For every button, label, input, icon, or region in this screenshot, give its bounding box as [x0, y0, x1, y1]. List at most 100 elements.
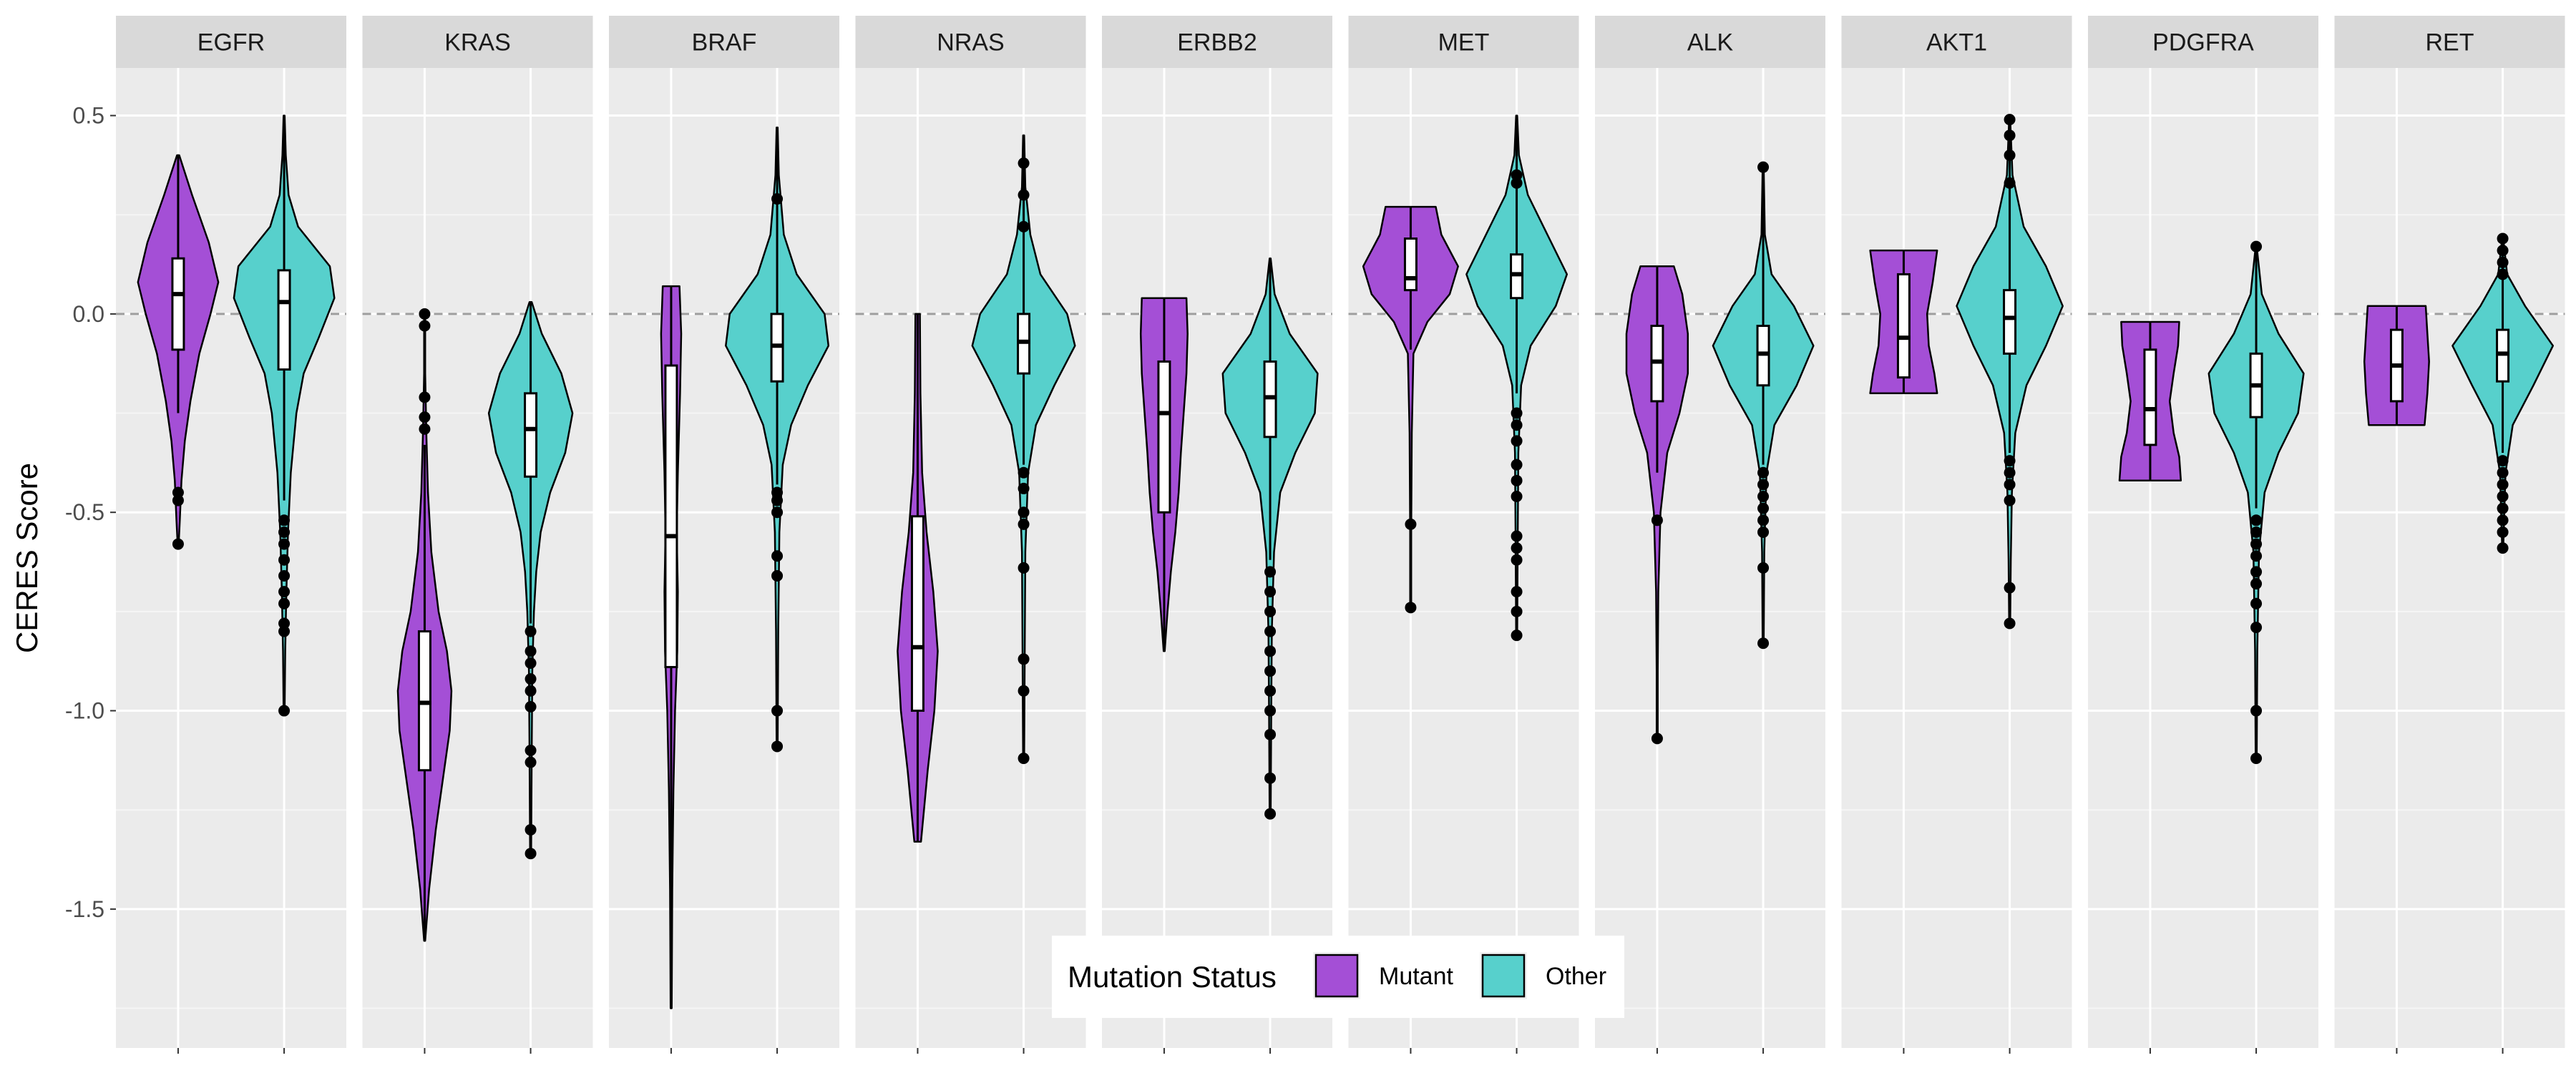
outlier-point [2004, 455, 2016, 467]
facet-strip [362, 16, 593, 68]
outlier-point [1264, 808, 1277, 820]
outlier-point [1511, 419, 1523, 431]
outlier-point [419, 308, 431, 320]
outlier-point [2250, 526, 2263, 538]
outlier-point [278, 569, 291, 582]
y-tick-label: -1.0 [65, 698, 104, 724]
outlier-point [525, 657, 537, 669]
legend-swatch [1481, 954, 1526, 998]
outlier-point [2004, 494, 2016, 506]
outlier-point [278, 514, 291, 526]
box [910, 515, 924, 712]
violin-other [971, 134, 1076, 765]
violin-other [2207, 240, 2305, 765]
outlier-point [2250, 550, 2263, 562]
violin-other [2451, 232, 2555, 554]
outlier-point [419, 411, 431, 423]
facet-strip-label: MET [1438, 29, 1490, 57]
outlier-point [1511, 177, 1523, 189]
outlier-point [771, 550, 784, 562]
outlier-point [2250, 622, 2263, 634]
violin-mutant [1139, 297, 1189, 652]
outlier-point [1511, 605, 1523, 617]
violin-other [1221, 257, 1319, 820]
facet-strip-label: ALK [1687, 29, 1734, 57]
outlier-point [2497, 479, 2509, 491]
outlier-point [1018, 157, 1030, 170]
facet-strip [1595, 16, 1825, 68]
facet-panel [1102, 68, 1332, 1048]
outlier-point [771, 486, 784, 499]
outlier-point [1018, 518, 1030, 530]
outlier-point [172, 494, 184, 506]
outlier-point [2250, 753, 2263, 765]
violin-mutant [1362, 205, 1459, 614]
facet-strip [855, 16, 1086, 68]
outlier-point [419, 423, 431, 435]
outlier-point [1511, 542, 1523, 554]
outlier-point [525, 685, 537, 697]
outlier-point [525, 625, 537, 637]
outlier-point [278, 625, 291, 637]
outlier-point [1405, 602, 1417, 614]
y-tick-label: -0.5 [65, 499, 104, 525]
outlier-point [2497, 491, 2509, 503]
outlier-point [172, 538, 184, 550]
violin-mutant [2363, 305, 2430, 426]
outlier-point [525, 700, 537, 712]
outlier-point [2497, 514, 2509, 526]
outlier-point [771, 193, 784, 205]
box [524, 392, 538, 478]
outlier-point [1018, 189, 1030, 201]
facet-strip [1841, 16, 2072, 68]
legend-title: Mutation Status [1068, 960, 1277, 994]
box [1157, 360, 1171, 514]
violin-mutant [2118, 320, 2182, 482]
facet-strip [2334, 16, 2565, 68]
legend: Mutation Status Mutant Other [1052, 936, 1624, 1018]
outlier-point [1264, 772, 1277, 784]
violin-other [487, 300, 574, 860]
box [2143, 348, 2157, 446]
outlier-point [2250, 538, 2263, 550]
outlier-point [2250, 597, 2263, 609]
outlier-point [1511, 554, 1523, 566]
violin-other [725, 126, 830, 753]
outlier-point [2497, 466, 2509, 479]
outlier-point [1757, 637, 1770, 650]
outlier-point [1018, 653, 1030, 665]
y-tick-label: -1.5 [65, 896, 104, 922]
outlier-point [1511, 629, 1523, 642]
outlier-point [1264, 625, 1277, 637]
facet-strip-label: KRAS [444, 29, 511, 57]
facet-ret: RET [2334, 16, 2565, 1054]
facet-akt1: AKT1 [1841, 16, 2072, 1054]
outlier-point [1264, 586, 1277, 598]
facet-panel [855, 68, 1086, 1048]
violin-mutant [137, 154, 220, 550]
violin-mutant [897, 313, 939, 843]
box [2003, 289, 2017, 355]
outlier-point [525, 848, 537, 860]
outlier-point [2250, 705, 2263, 717]
outlier-point [1511, 474, 1523, 486]
outlier-point [1757, 466, 1770, 479]
outlier-point [771, 705, 784, 717]
outlier-point [1651, 733, 1663, 745]
outlier-point [419, 391, 431, 403]
facet-strip-label: PDGFRA [2152, 29, 2254, 57]
outlier-point [2004, 582, 2016, 594]
facet-strip-label: ERBB2 [1177, 29, 1257, 57]
outlier-point [1264, 685, 1277, 697]
violin-other [1956, 114, 2064, 629]
box [277, 269, 291, 371]
legend-label: Other [1546, 963, 1606, 990]
outlier-point [525, 756, 537, 768]
outlier-point [1018, 562, 1030, 574]
outlier-point [525, 745, 537, 757]
y-tick-label: 0.0 [73, 301, 104, 327]
y-tick-label: 0.5 [73, 103, 104, 129]
outlier-point [2004, 466, 2016, 479]
outlier-point [1018, 220, 1030, 232]
